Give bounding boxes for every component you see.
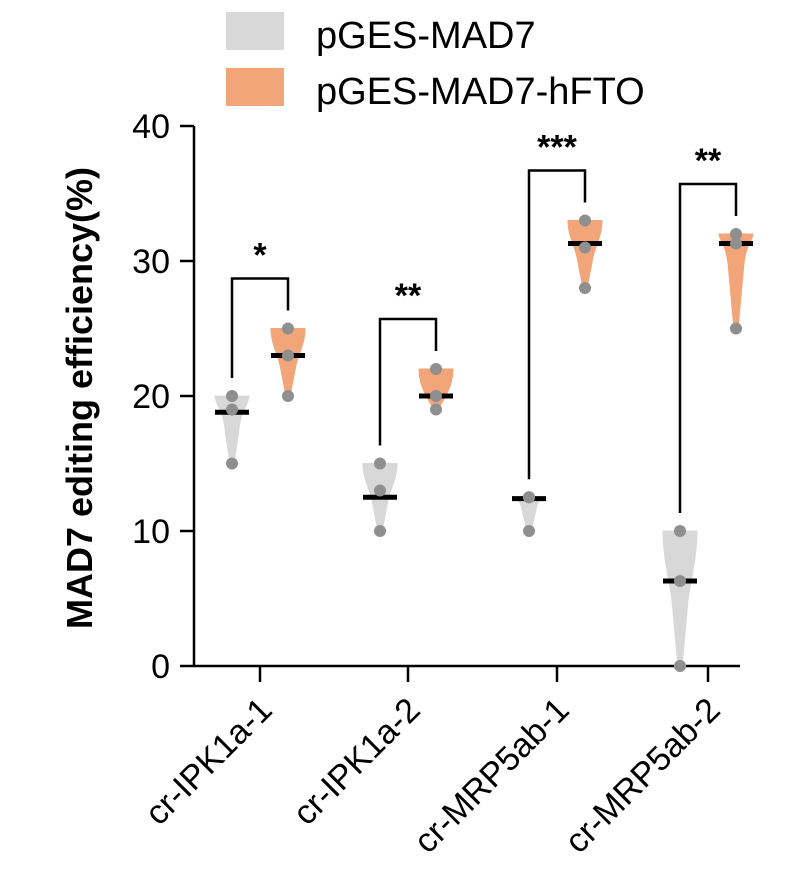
- data-point: [674, 574, 686, 587]
- y-tick-label: 0: [151, 648, 170, 686]
- data-point: [430, 403, 442, 416]
- data-point: [579, 214, 591, 227]
- data-point: [579, 241, 591, 254]
- data-point: [730, 228, 742, 240]
- y-ticks: 0 10 20 30 40: [132, 108, 194, 686]
- x-category-label: cr-MRP5ab-2: [558, 691, 728, 861]
- y-tick-label: 20: [132, 378, 170, 416]
- significance-brackets: ****** **: [230, 129, 738, 513]
- significance-label: *: [253, 237, 267, 275]
- data-point: [226, 390, 238, 402]
- significance-bracket: [378, 317, 438, 446]
- violin-control: [662, 530, 698, 667]
- significance-label: **: [695, 142, 722, 180]
- data-point: [226, 403, 238, 416]
- significance-bracket: [678, 182, 738, 513]
- violin-hfto: [418, 368, 454, 410]
- y-tick-label: 10: [132, 513, 170, 551]
- data-point: [674, 660, 686, 672]
- data-point: [430, 390, 442, 402]
- data-point: [282, 349, 294, 362]
- legend-label-hfto: pGES-MAD7-hFTO: [316, 71, 645, 113]
- significance-bracket: [527, 169, 587, 480]
- y-axis-label: MAD7 editing efficiency(%): [59, 167, 100, 629]
- x-category-label: cr-MRP5ab-1: [407, 691, 577, 861]
- data-point: [523, 491, 535, 504]
- violins: [214, 214, 754, 672]
- data-point: [374, 484, 386, 497]
- legend: pGES-MAD7 pGES-MAD7-hFTO: [226, 12, 645, 113]
- legend-label-control: pGES-MAD7: [316, 15, 536, 57]
- violin-hfto: [567, 220, 603, 289]
- legend-swatch-control: [226, 12, 284, 50]
- data-point: [282, 322, 294, 335]
- data-point: [579, 282, 591, 294]
- data-point: [730, 237, 742, 250]
- data-point: [282, 390, 294, 402]
- significance-bracket: [230, 277, 290, 378]
- x-category-label: cr-IPK1a-2: [286, 691, 428, 833]
- y-tick-label: 40: [132, 108, 170, 146]
- x-ticks: cr-IPK1a-1 cr-IPK1a-2cr-MRP5ab-1cr-MRP5ab…: [138, 666, 728, 861]
- significance-label: ***: [537, 129, 577, 167]
- legend-swatch-hfto: [226, 68, 284, 106]
- data-point: [374, 457, 386, 470]
- data-point: [523, 525, 535, 537]
- y-tick-label: 30: [132, 243, 170, 281]
- data-point: [226, 457, 238, 470]
- violin-hfto: [270, 328, 306, 397]
- data-point: [430, 363, 442, 375]
- data-point: [374, 525, 386, 537]
- data-point: [674, 525, 686, 537]
- significance-label: **: [395, 277, 422, 315]
- data-point: [730, 322, 742, 335]
- x-category-label: cr-IPK1a-1: [138, 691, 280, 833]
